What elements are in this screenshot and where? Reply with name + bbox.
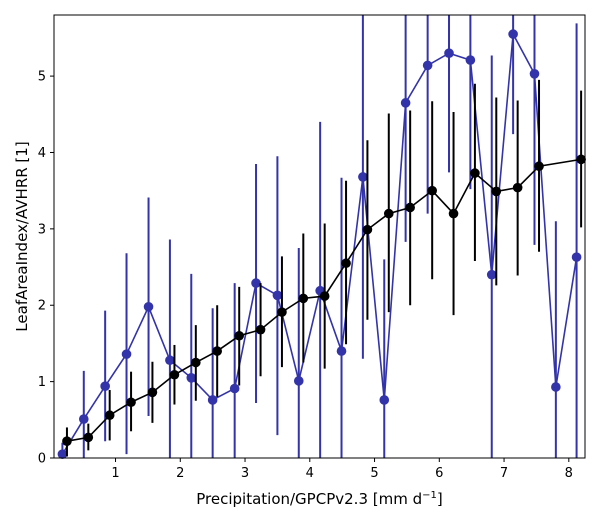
data-point-s1-23: [576, 154, 586, 165]
data-point-s1-7: [212, 346, 222, 356]
data-point-s0-11: [293, 376, 304, 386]
data-point-s0-0: [57, 449, 68, 459]
data-point-s0-9: [251, 278, 261, 288]
y-tick-label-3: 3: [38, 222, 46, 237]
data-point-s0-10: [272, 290, 283, 301]
data-point-s0-2: [100, 381, 110, 392]
data-point-s0-17: [422, 60, 433, 71]
data-point-s0-16: [400, 98, 411, 108]
x-tick-label-3: 4: [306, 466, 314, 481]
x-axis-title-main: Precipitation/GPCPv2.3 [mm d: [196, 490, 422, 508]
data-point-s1-11: [298, 293, 309, 304]
plot-frame: [53, 14, 586, 459]
y-tick-label-4: 4: [38, 146, 46, 161]
data-point-s1-21: [512, 182, 523, 193]
data-point-s0-23: [551, 382, 561, 392]
y-ticks: 0 1 2 3 4 5: [38, 70, 54, 467]
x-tick-label-2: 3: [241, 466, 249, 481]
data-point-s1-5: [169, 369, 180, 380]
data-point-s1-22: [534, 161, 544, 172]
data-point-s1-20: [491, 186, 502, 197]
y-tick-label-5: 5: [38, 70, 46, 85]
data-point-s0-7: [207, 395, 218, 405]
data-point-s0-20: [486, 269, 497, 280]
data-point-s1-18: [448, 208, 459, 219]
data-point-s1-12: [319, 291, 330, 301]
data-point-s0-14: [358, 172, 368, 182]
y-tick-label-0: 0: [38, 452, 46, 467]
data-point-s0-6: [186, 373, 197, 383]
data-point-s1-3: [126, 397, 136, 408]
data-point-s0-13: [336, 346, 347, 356]
data-point-s0-4: [143, 301, 154, 312]
data-point-s0-3: [121, 349, 132, 359]
x-axis-title: Precipitation/GPCPv2.3 [mm d−1]: [196, 490, 442, 508]
data-point-s0-24: [571, 252, 582, 262]
data-point-s1-16: [405, 202, 415, 213]
series-layer: [57, 15, 586, 459]
data-point-s1-17: [427, 185, 437, 196]
data-point-s1-0: [62, 436, 72, 446]
data-point-s0-8: [229, 383, 240, 394]
data-point-s0-15: [379, 395, 390, 405]
x-tick-label-0: 1: [111, 466, 119, 481]
data-point-s1-1: [83, 432, 94, 443]
x-tick-label-5: 6: [435, 466, 443, 481]
data-point-s1-6: [191, 357, 201, 368]
data-point-s1-8: [234, 330, 245, 341]
data-point-s0-18: [444, 48, 454, 58]
x-tick-label-1: 2: [176, 466, 184, 481]
data-point-s1-2: [104, 410, 115, 421]
data-point-s0-21: [508, 29, 518, 39]
x-tick-label-6: 7: [500, 466, 508, 481]
y-tick-label-1: 1: [38, 375, 46, 390]
x-axis-title-sup: −1: [422, 490, 437, 501]
data-point-s1-10: [277, 307, 287, 317]
series-1: [62, 79, 586, 457]
x-ticks: 1 2 3 4 5 6 7 8: [111, 458, 573, 481]
data-point-s1-14: [362, 224, 373, 235]
data-point-s1-9: [255, 324, 266, 335]
y-axis-title: LeafAreaIndex/AVHRR [1]: [13, 141, 31, 331]
data-point-s1-13: [341, 258, 351, 269]
data-point-s0-5: [165, 355, 175, 366]
data-point-s1-15: [383, 208, 394, 219]
x-tick-label-7: 8: [565, 466, 573, 481]
data-point-s0-1: [78, 414, 89, 424]
x-axis-title-end: ]: [437, 490, 443, 508]
data-point-s1-4: [147, 387, 158, 398]
x-tick-label-4: 5: [370, 466, 378, 481]
data-point-s0-22: [529, 69, 540, 79]
data-point-s0-19: [465, 55, 476, 65]
y-tick-label-2: 2: [38, 299, 46, 314]
data-point-s1-19: [470, 168, 480, 178]
